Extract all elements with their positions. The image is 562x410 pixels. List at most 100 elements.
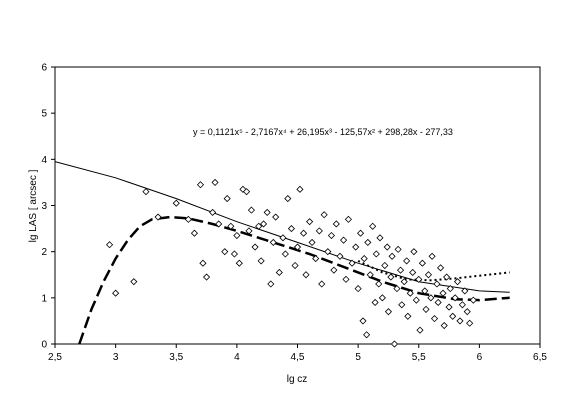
fit-line-dotted xyxy=(357,259,510,282)
scatter-point xyxy=(312,255,320,263)
scatter-point xyxy=(287,225,296,233)
scatter-point xyxy=(320,211,328,219)
scatter-point xyxy=(352,243,360,251)
x-ticks: 2,5 3 3,5 4 4,5 5 5,5 6 6,5 xyxy=(48,344,547,363)
plot-frame xyxy=(54,66,541,345)
series-group xyxy=(54,161,510,345)
scatter-point xyxy=(202,273,211,281)
scatter-point xyxy=(369,222,377,230)
scatter-point xyxy=(403,257,411,265)
scatter-point xyxy=(440,321,448,330)
scatter-point xyxy=(172,199,180,207)
scatter-point xyxy=(363,331,371,339)
scatter-point xyxy=(412,296,420,304)
scatter-point xyxy=(437,264,445,272)
scatter-point xyxy=(324,248,332,256)
scatter-point xyxy=(390,340,399,348)
scatter-point xyxy=(354,285,362,293)
scatter-point xyxy=(269,238,277,246)
scatter-point xyxy=(142,188,150,196)
scatter-point xyxy=(422,305,430,313)
scatter-point xyxy=(211,178,219,186)
scatter-point xyxy=(221,248,229,256)
scatter-point xyxy=(344,215,352,223)
y-ticks: 0 1 2 3 4 5 6 xyxy=(41,63,55,351)
scatter-point xyxy=(340,236,348,244)
scatter-point xyxy=(430,315,439,323)
scatter-point xyxy=(233,231,241,240)
scatter-point xyxy=(424,271,433,279)
scatter-point xyxy=(245,227,253,235)
x-tick-label: 2,5 xyxy=(48,352,62,363)
scatter-point xyxy=(263,208,271,216)
scatter-point xyxy=(279,234,287,242)
scatter-point xyxy=(387,273,395,281)
scatter-point xyxy=(227,222,235,230)
scatter-point xyxy=(366,271,374,279)
y-tick-label: 0 xyxy=(41,340,47,351)
y-axis-label: lg LAS [ arcsec ] xyxy=(28,169,39,242)
scatter-point xyxy=(296,185,304,193)
y-tick-label: 4 xyxy=(41,155,47,166)
scatter-point xyxy=(291,261,299,270)
scatter-point xyxy=(293,243,302,251)
scatter-point xyxy=(275,268,283,277)
scatter-point xyxy=(336,252,344,260)
scatter-point xyxy=(451,294,459,302)
scatter-point xyxy=(453,278,462,286)
scatter-point xyxy=(372,250,380,258)
scatter-point xyxy=(130,278,138,286)
scatter-point xyxy=(332,220,340,228)
scatter-point xyxy=(400,278,408,286)
scatter-point xyxy=(376,234,384,242)
scatter-point xyxy=(383,243,391,251)
scatter-point xyxy=(463,308,471,316)
scatter-point xyxy=(433,280,441,288)
x-tick-label: 4 xyxy=(234,352,240,363)
scatter-point xyxy=(184,215,192,223)
scatter-point xyxy=(439,289,447,297)
x-axis-label: lg cz xyxy=(287,374,308,385)
scatter-point xyxy=(371,298,379,307)
scatter-point xyxy=(299,229,308,237)
scatter-point xyxy=(394,245,402,253)
y-tick-label: 2 xyxy=(41,247,47,258)
scatter-point xyxy=(384,308,393,316)
scatter-point xyxy=(281,250,289,258)
fit-line-solid xyxy=(54,161,510,293)
scatter-point xyxy=(378,294,386,302)
scatter-point xyxy=(255,222,263,230)
scatter-point xyxy=(443,273,451,281)
scatter-point xyxy=(375,280,383,288)
scatter-point xyxy=(360,255,368,263)
scatter-point xyxy=(428,252,436,260)
scatter-point xyxy=(388,252,396,260)
x-tick-label: 4,5 xyxy=(291,352,305,363)
scatter-point xyxy=(449,312,457,320)
scatter-point xyxy=(356,229,365,237)
scatter-point xyxy=(251,243,259,251)
scatter-point xyxy=(398,301,406,309)
scatter-point xyxy=(434,298,442,307)
scatter-point xyxy=(315,227,323,235)
fit-line-dashed xyxy=(78,215,510,345)
scatter-point xyxy=(427,294,435,302)
scatter-point xyxy=(154,213,162,221)
scatter-point xyxy=(469,296,477,304)
scatter-point xyxy=(381,261,389,270)
y-tick-label: 6 xyxy=(41,63,47,74)
y-tick-label: 3 xyxy=(41,201,47,212)
scatter-point xyxy=(406,289,414,297)
scatter-point xyxy=(456,317,464,325)
scatter-point xyxy=(235,259,243,267)
scatter-point xyxy=(458,301,466,309)
scatter-point xyxy=(267,280,275,288)
scatter-point xyxy=(190,229,199,237)
scatter-point xyxy=(223,195,231,203)
scatter-points xyxy=(105,178,477,348)
scatter-point xyxy=(247,206,255,214)
scatter-point xyxy=(243,188,251,196)
scatter-point xyxy=(461,287,469,295)
scatter-point xyxy=(404,312,412,320)
scatter-point xyxy=(466,319,474,327)
